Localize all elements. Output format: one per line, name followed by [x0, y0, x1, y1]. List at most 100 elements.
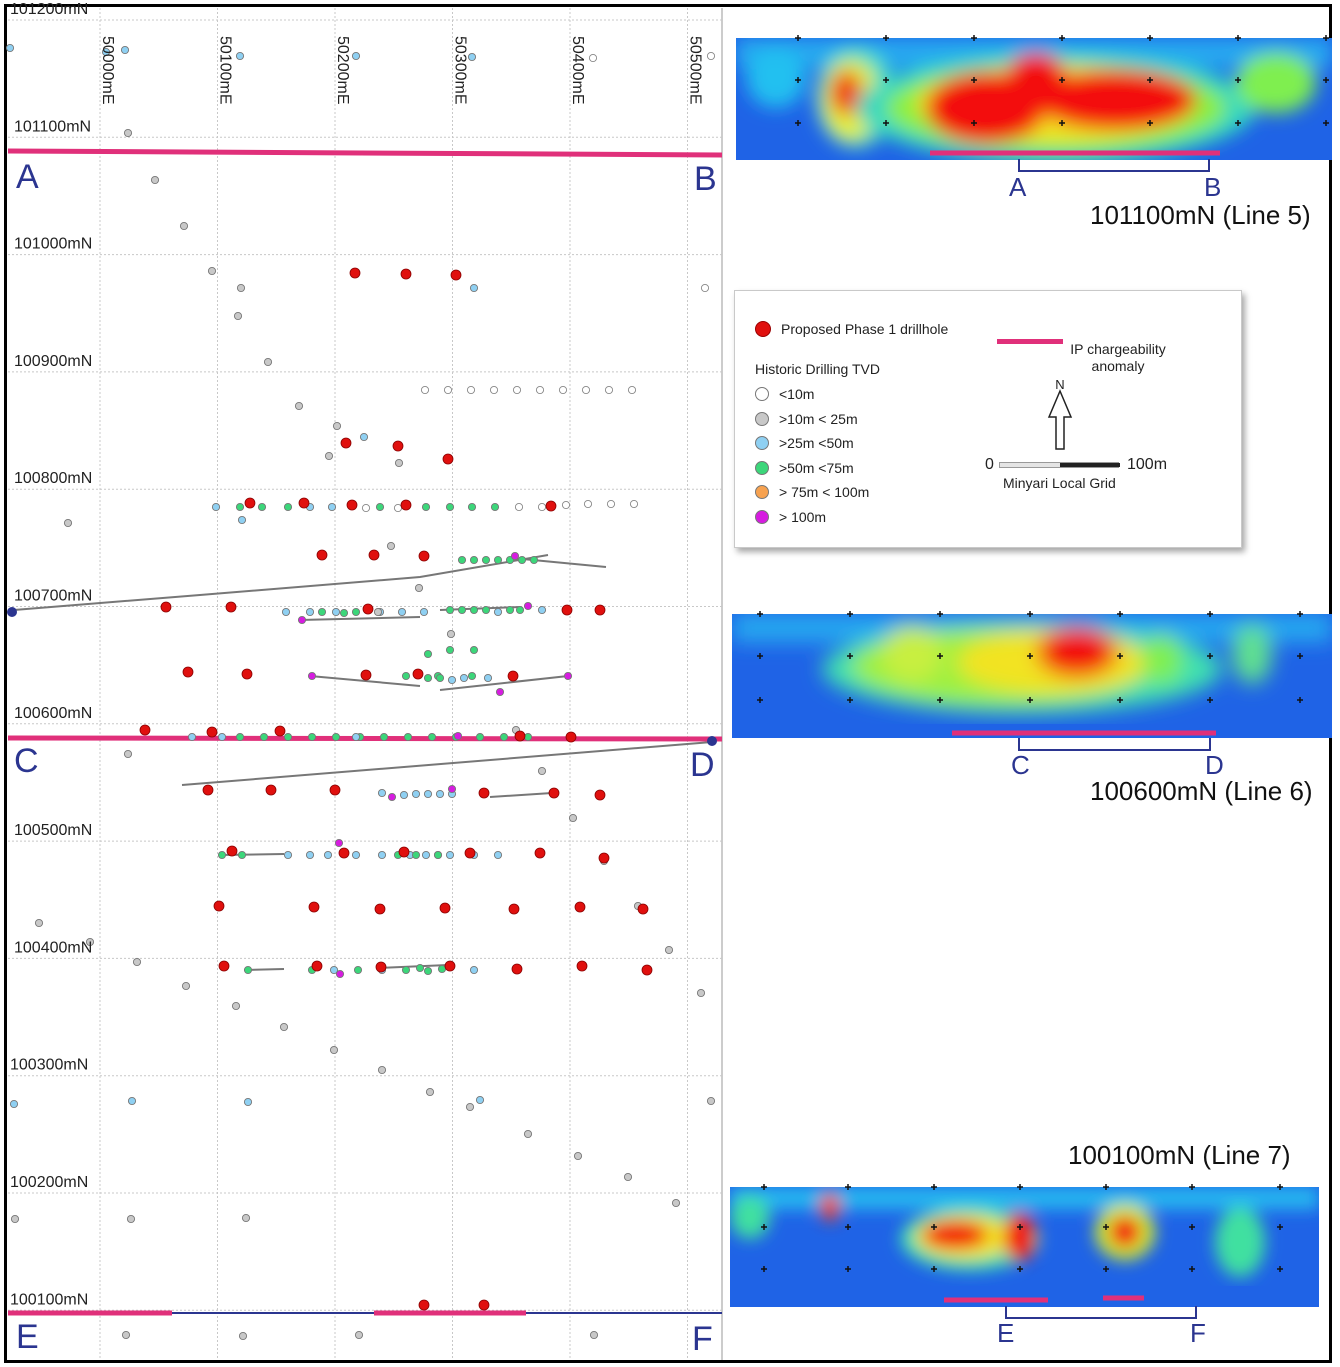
legend-item: >10m < 25m	[755, 411, 858, 427]
historic-drillhole	[573, 1151, 583, 1161]
map-section-letter: E	[16, 1318, 39, 1356]
historic-drillhole	[331, 732, 341, 742]
historic-drillhole	[537, 605, 547, 615]
historic-drillhole	[445, 850, 455, 860]
northing-label: 100500mN	[14, 822, 92, 839]
ip-anomaly-ab	[7, 148, 723, 158]
legend-item-label: >50m <75m	[779, 459, 854, 476]
historic-drillhole	[537, 502, 547, 512]
historic-drillhole	[459, 673, 469, 683]
historic-drillhole	[297, 615, 307, 625]
legend-dot-icon	[755, 485, 769, 500]
historic-drillhole	[515, 605, 525, 615]
historic-drillhole	[379, 732, 389, 742]
historic-drillhole	[588, 53, 598, 63]
legend-item: > 100m	[755, 509, 826, 525]
historic-drillhole	[469, 283, 479, 293]
grid-name: Minyari Local Grid	[1003, 475, 1116, 491]
section-title-line6: 100600mN (Line 6)	[1090, 776, 1313, 806]
historic-drillhole	[335, 969, 345, 979]
historic-drillhole	[401, 965, 411, 975]
historic-drillhole	[329, 965, 339, 975]
historic-drillhole	[469, 965, 479, 975]
northing-label: 100600mN	[14, 705, 92, 722]
historic-drillhole	[447, 784, 457, 794]
historic-drillhole	[263, 357, 273, 367]
proposed-drillhole	[594, 604, 606, 616]
historic-drillhole	[523, 601, 533, 611]
historic-drillhole	[387, 792, 397, 802]
proposed-drillhole	[534, 847, 546, 859]
scale-end: 100m	[1127, 456, 1168, 473]
historic-drillhole	[453, 731, 463, 741]
historic-drillhole	[375, 502, 385, 512]
drillholes	[5, 43, 716, 1341]
historic-drillhole	[411, 789, 421, 799]
proposed-drillhole	[418, 550, 430, 562]
legend-dot-icon	[755, 411, 769, 426]
historic-drillhole	[469, 555, 479, 565]
legend-dot-icon	[755, 510, 769, 524]
historic-drillhole	[351, 607, 361, 617]
historic-drillhole	[217, 732, 227, 742]
historic-drillhole	[568, 813, 578, 823]
historic-drillhole	[467, 52, 477, 62]
historic-drillhole	[127, 1096, 137, 1106]
historic-drillhole	[217, 850, 227, 860]
historic-drillhole	[351, 51, 361, 61]
proposed-drillhole	[362, 603, 374, 615]
proposed-drillhole	[508, 903, 520, 915]
historic-drillhole	[323, 850, 333, 860]
northing-label: 100300mN	[10, 1057, 88, 1074]
historic-drillhole	[664, 945, 674, 955]
historic-drillhole	[537, 766, 547, 776]
historic-drillhole	[505, 605, 515, 615]
proposed-drillhole	[182, 666, 194, 678]
fault-trace	[181, 741, 713, 786]
fault-trace	[377, 964, 449, 969]
proposed-drillhole	[400, 499, 412, 511]
historic-drillhole	[466, 385, 476, 395]
historic-drillhole	[259, 732, 269, 742]
map-section-letter: D	[690, 746, 715, 784]
proposed-drillhole	[637, 903, 649, 915]
historic-drillhole	[443, 385, 453, 395]
north-arrow-icon: N	[1047, 377, 1073, 450]
historic-drillhole	[241, 1213, 251, 1223]
historic-drillhole	[403, 732, 413, 742]
historic-drillhole	[535, 385, 545, 395]
ip-anomaly-line-icon	[997, 339, 1063, 344]
proposed-drillhole	[412, 668, 424, 680]
legend-item: > 75m < 100m	[755, 484, 869, 500]
proposed-drillhole	[594, 789, 606, 801]
historic-drillhole	[307, 732, 317, 742]
proposed-drillhole	[561, 604, 573, 616]
historic-drillhole	[558, 385, 568, 395]
historic-drillhole	[243, 1097, 253, 1107]
easting-label: 50000mE	[99, 36, 116, 105]
legend-dot-icon	[755, 387, 769, 401]
proposed-drillhole	[368, 549, 380, 561]
historic-drillhole	[415, 963, 425, 973]
proposed-drillhole	[349, 267, 361, 279]
historic-drillhole	[493, 850, 503, 860]
historic-drillhole	[63, 518, 73, 528]
map-section-letter: A	[16, 158, 39, 196]
ip-section-line6	[732, 614, 1332, 738]
proposed-drillhole	[206, 726, 218, 738]
historic-drillhole	[563, 671, 573, 681]
historic-drillhole	[281, 607, 291, 617]
historic-drillhole	[423, 649, 433, 659]
ip-anomaly-lines	[7, 148, 723, 1316]
legend-dot-icon	[755, 460, 769, 475]
northing-label: 100800mN	[14, 470, 92, 487]
fault-trace	[309, 675, 421, 687]
historic-drillhole	[423, 966, 433, 976]
historic-drillhole	[126, 1214, 136, 1224]
historic-drillhole	[10, 1214, 20, 1224]
historic-drillhole	[243, 965, 253, 975]
section-letter-b: B	[1204, 172, 1222, 202]
historic-drillhole	[499, 732, 509, 742]
section-end-marker	[707, 736, 717, 746]
historic-drillhole	[283, 502, 293, 512]
